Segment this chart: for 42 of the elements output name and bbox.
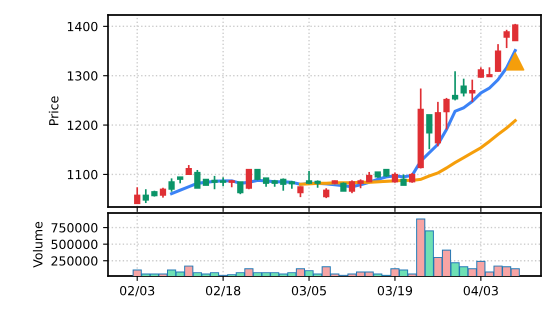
candlestick bbox=[486, 66, 493, 78]
y-tick-label: 1100 bbox=[68, 170, 98, 180]
candlestick bbox=[348, 180, 356, 194]
candlestick bbox=[194, 169, 200, 190]
candlestick bbox=[246, 168, 252, 190]
y-axis-title: Volume bbox=[32, 222, 43, 268]
candlestick bbox=[323, 187, 330, 199]
candlestick bbox=[134, 186, 140, 204]
x-tick-label: 03/05 bbox=[292, 286, 326, 296]
candlestick bbox=[254, 168, 261, 182]
candlestick bbox=[280, 178, 286, 192]
candlestick bbox=[297, 185, 304, 198]
y-axis-title: Price bbox=[48, 96, 58, 126]
y-tick-label: 1400 bbox=[68, 22, 98, 32]
x-tick-label: 02/03 bbox=[120, 286, 154, 296]
candlestick bbox=[512, 23, 518, 42]
candlestick bbox=[400, 174, 407, 186]
candlestick bbox=[460, 78, 467, 98]
candlestick bbox=[409, 172, 416, 184]
y-tick-label: 250000 bbox=[51, 256, 98, 266]
x-tick-label: 04/03 bbox=[464, 286, 498, 296]
x-tick-label: 03/19 bbox=[378, 286, 412, 296]
candlestick bbox=[469, 78, 476, 103]
candlestick bbox=[366, 171, 372, 183]
y-tick-label: 1200 bbox=[68, 120, 98, 130]
candlestick bbox=[160, 186, 166, 198]
candlestick bbox=[306, 170, 312, 186]
y-tick-label: 1300 bbox=[68, 71, 98, 81]
y-tick-label: 750000 bbox=[52, 223, 98, 233]
candlestick bbox=[168, 178, 175, 193]
candlestick bbox=[504, 28, 510, 49]
candlestick bbox=[494, 43, 502, 73]
candlestick bbox=[392, 172, 398, 184]
candlestick bbox=[211, 175, 218, 190]
candlestick bbox=[452, 70, 458, 102]
y-tick-label: 500000 bbox=[52, 240, 98, 250]
candlestick bbox=[443, 97, 450, 130]
candlestick bbox=[426, 114, 432, 150]
candlestick bbox=[142, 188, 149, 204]
x-tick-label: 02/18 bbox=[206, 286, 240, 296]
candlestick bbox=[186, 164, 192, 176]
candlestick bbox=[237, 180, 244, 195]
